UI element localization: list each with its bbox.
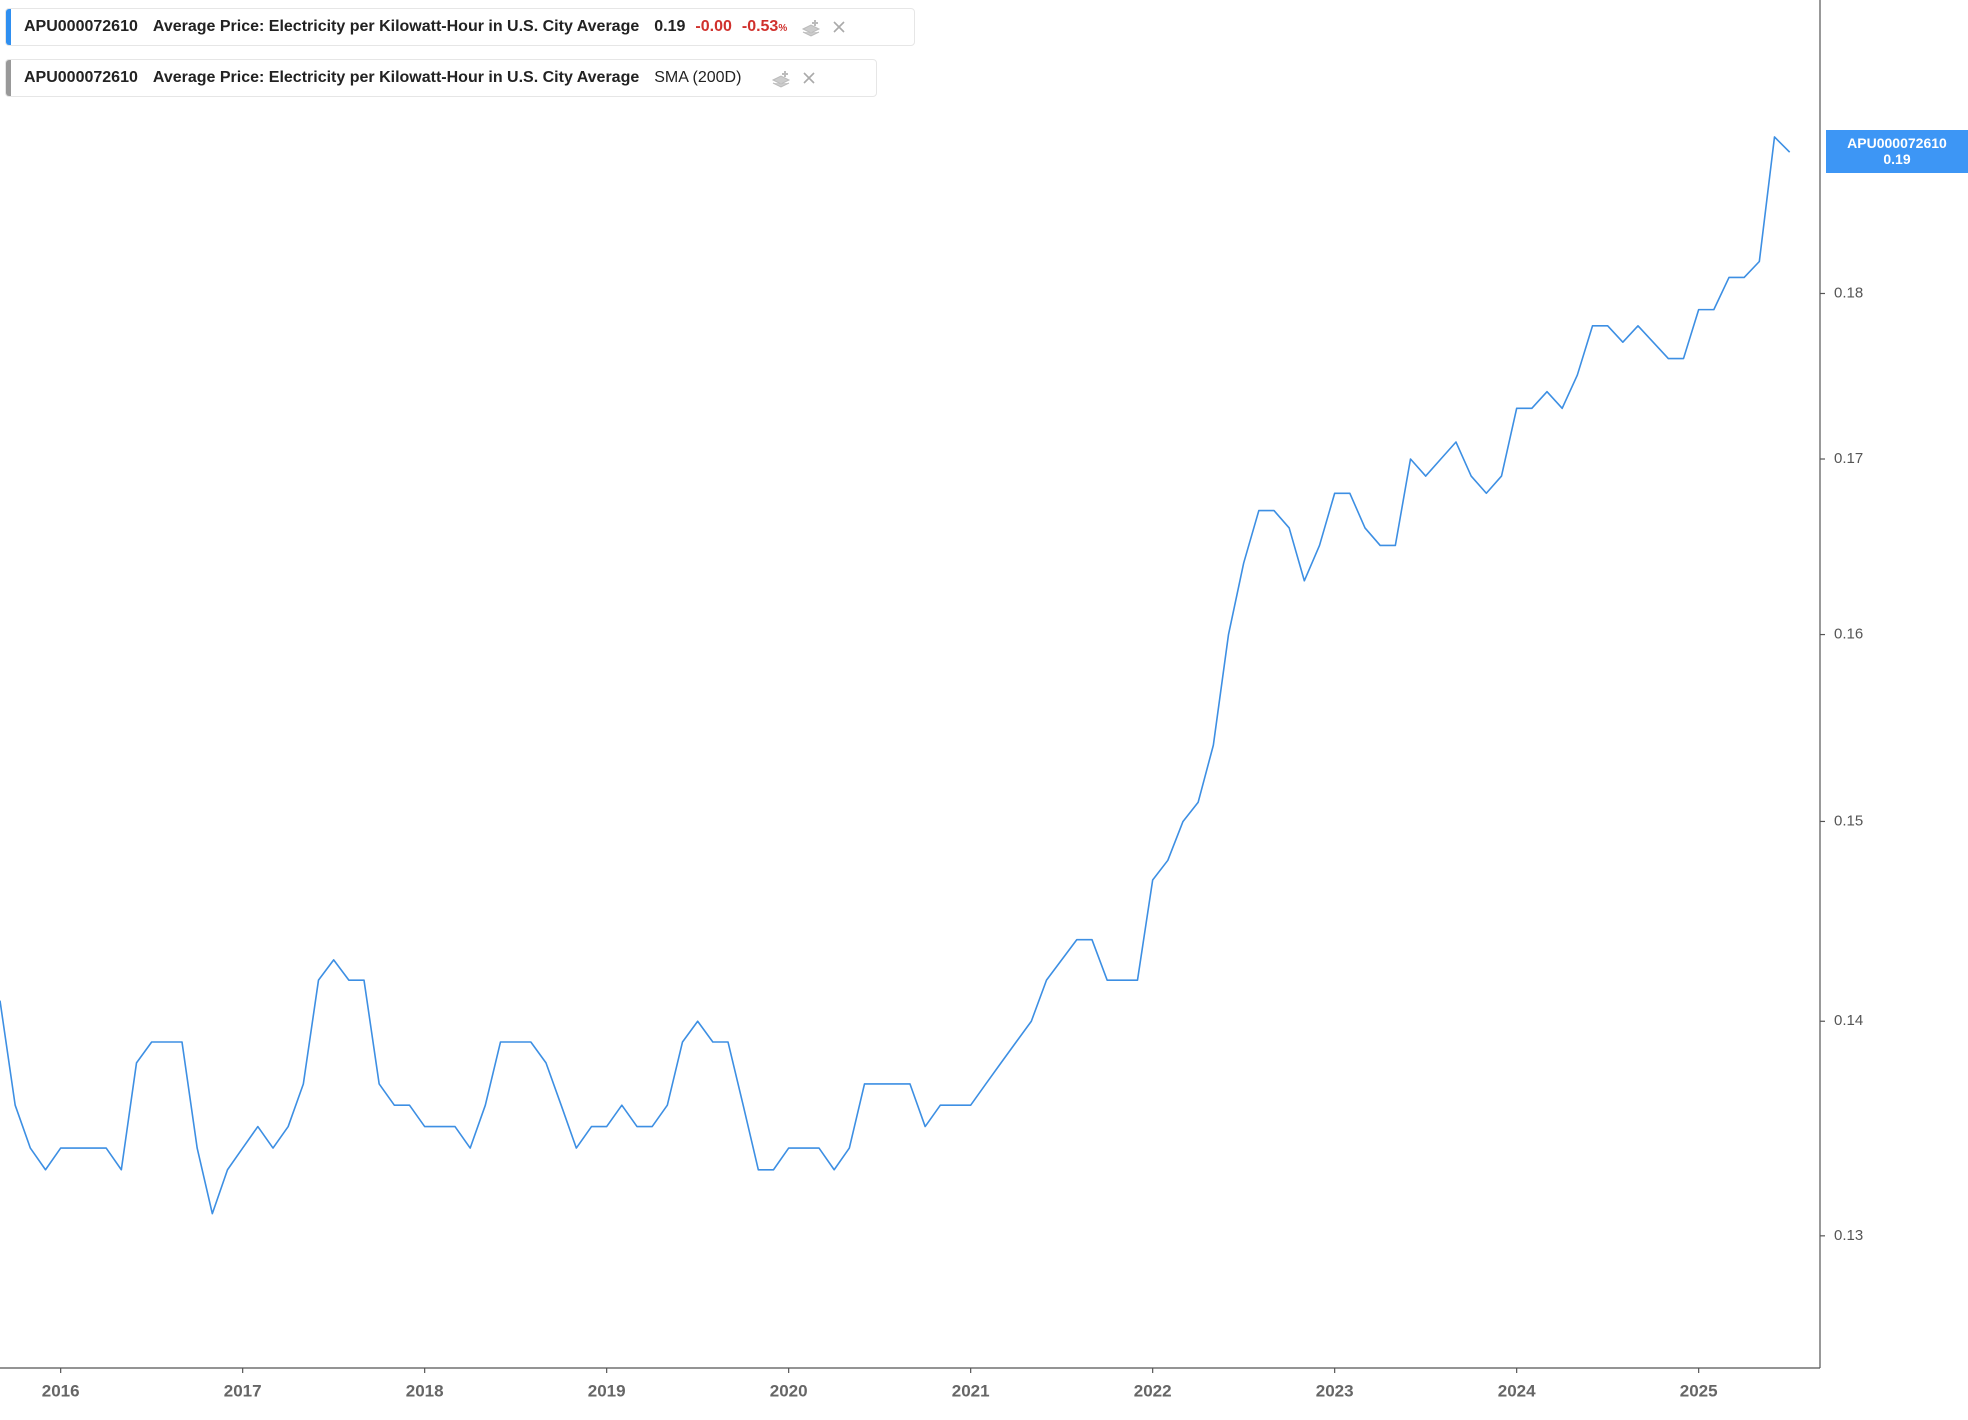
x-tick-label: 2022 xyxy=(1134,1381,1172,1400)
close-button[interactable] xyxy=(799,68,819,88)
y-tick-label: 0.17 xyxy=(1834,450,1863,467)
legend-study: SMA (200D) xyxy=(654,69,742,86)
legend-last: 0.19 xyxy=(654,18,686,35)
pct-unit: % xyxy=(778,23,788,34)
layers-icon[interactable] xyxy=(771,68,791,88)
legend-row[interactable]: APU000072610 Average Price: Electricity … xyxy=(5,8,915,46)
x-tick-label: 2024 xyxy=(1498,1381,1536,1400)
x-tick-label: 2017 xyxy=(224,1381,262,1400)
y-tick-label: 0.15 xyxy=(1834,812,1863,829)
legend-name: Average Price: Electricity per Kilowatt-… xyxy=(152,18,640,35)
legend-name: Average Price: Electricity per Kilowatt-… xyxy=(152,69,640,86)
x-tick-label: 2019 xyxy=(588,1381,626,1400)
x-tick-label: 2016 xyxy=(42,1381,80,1400)
price-line xyxy=(0,136,1791,1215)
x-tick-label: 2023 xyxy=(1316,1381,1354,1400)
pct-value: -0.53 xyxy=(741,18,779,35)
price-tag-symbol: APU000072610 xyxy=(1847,135,1947,151)
legend-symbol: APU000072610 xyxy=(24,69,138,86)
layers-icon[interactable] xyxy=(801,17,821,37)
price-tag: APU000072610 0.19 xyxy=(1826,130,1968,173)
x-tick-label: 2025 xyxy=(1680,1381,1718,1400)
x-tick-label: 2018 xyxy=(406,1381,444,1400)
close-button[interactable] xyxy=(829,17,849,37)
x-tick-label: 2021 xyxy=(952,1381,990,1400)
legend-row[interactable]: APU000072610 Average Price: Electricity … xyxy=(5,59,877,97)
x-tick-label: 2020 xyxy=(770,1381,808,1400)
legend-color xyxy=(6,60,11,96)
y-tick-label: 0.16 xyxy=(1834,626,1863,643)
legend-color xyxy=(6,9,11,45)
legend-change-pct: -0.53% xyxy=(742,18,787,36)
legend-symbol: APU000072610 xyxy=(24,18,138,35)
y-tick-label: 0.13 xyxy=(1834,1227,1863,1244)
y-tick-label: 0.18 xyxy=(1834,284,1863,301)
price-tag-value: 0.19 xyxy=(1883,151,1911,167)
legend-change: -0.00 xyxy=(695,18,732,35)
y-tick-label: 0.14 xyxy=(1834,1012,1863,1029)
